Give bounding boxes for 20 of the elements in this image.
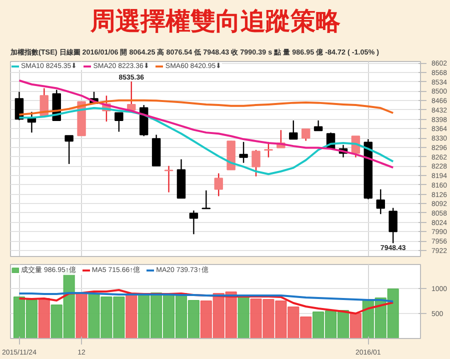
- bar: [38, 298, 50, 338]
- bar: [76, 292, 88, 338]
- candlestick: [64, 134, 74, 165]
- candlestick: [114, 112, 124, 132]
- candlestick: [239, 141, 248, 164]
- candlestick: [388, 207, 398, 244]
- candlestick: [376, 188, 385, 215]
- line-series: [18, 292, 394, 302]
- candlestick: [189, 210, 198, 235]
- candlestick: [264, 141, 273, 158]
- candlestick: [314, 120, 323, 132]
- chart-title: 周選擇權雙向追蹤策略: [90, 8, 340, 36]
- line-series: [18, 289, 394, 314]
- candlestick: [214, 172, 223, 197]
- candlestick: [301, 128, 310, 142]
- candlestick: [252, 149, 260, 177]
- candlestick: [289, 120, 298, 140]
- line-series: [18, 80, 394, 169]
- bar: [350, 313, 362, 338]
- bar: [126, 294, 138, 338]
